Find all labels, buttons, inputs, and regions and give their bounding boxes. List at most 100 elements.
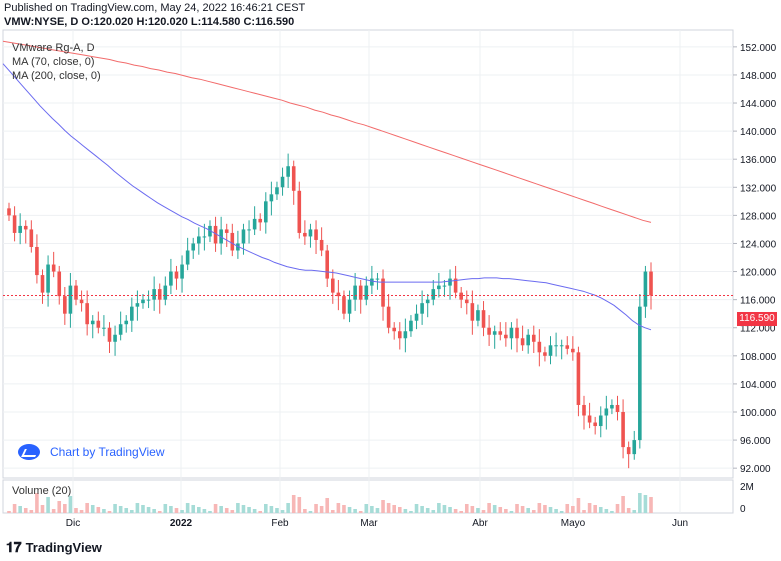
volume-bar xyxy=(269,506,274,513)
footer-brand[interactable]: 𝟏𝟕 TradingView xyxy=(6,539,102,556)
volume-bar xyxy=(291,495,296,513)
volume-bar xyxy=(358,511,363,513)
candle-body xyxy=(118,324,123,335)
volume-bar xyxy=(252,509,257,513)
x-tick-label: 2022 xyxy=(170,518,193,529)
volume-bar xyxy=(615,504,620,513)
candle-body xyxy=(57,271,62,297)
volume-bar xyxy=(191,505,196,513)
volume-bar xyxy=(68,496,73,513)
y-tick-label: 144.000 xyxy=(740,99,777,110)
volume-bar xyxy=(113,504,117,513)
candle-body xyxy=(135,303,140,307)
x-tick-label: Dic xyxy=(66,518,80,529)
volume-bar xyxy=(520,506,525,513)
volume-bar xyxy=(353,509,357,513)
volume-bar xyxy=(40,505,45,513)
candle-body xyxy=(102,327,106,329)
volume-bar xyxy=(604,509,609,513)
candle-body xyxy=(437,285,441,290)
candle-body xyxy=(174,271,179,279)
y-tick-label: 104.000 xyxy=(740,380,777,391)
candle-body xyxy=(598,415,603,427)
volume-bar xyxy=(130,510,134,513)
volume-bar xyxy=(325,498,330,513)
candle-body xyxy=(364,285,369,300)
volume-bar xyxy=(554,509,558,513)
candle-body xyxy=(40,275,45,293)
candle-body xyxy=(537,341,542,353)
candle-body xyxy=(643,271,648,307)
volume-bar xyxy=(481,510,486,513)
candle-body xyxy=(280,176,285,188)
volume-bar xyxy=(230,510,235,513)
x-tick-label: Mayo xyxy=(561,518,586,529)
candle-body xyxy=(291,166,296,191)
candle-body xyxy=(197,236,201,244)
candle-body xyxy=(191,243,196,251)
volume-bar xyxy=(364,504,369,513)
y-tick-label: 112.000 xyxy=(740,324,776,335)
candle-body xyxy=(409,320,413,332)
volume-bar xyxy=(12,504,17,513)
candle-body xyxy=(420,303,424,314)
volume-bar xyxy=(219,506,223,513)
candle-body xyxy=(336,292,341,297)
candle-body xyxy=(381,278,385,307)
chart-by-tradingview[interactable]: Chart by TradingView xyxy=(18,444,165,460)
candle-body xyxy=(202,236,207,238)
ma200-line xyxy=(2,40,652,223)
candle-body xyxy=(330,278,335,293)
y-tick-label: 148.000 xyxy=(740,71,777,82)
candle-body xyxy=(358,285,363,300)
volume-bar xyxy=(576,498,581,513)
volume-bar xyxy=(548,507,553,513)
candle-body xyxy=(526,334,530,346)
candle-body xyxy=(342,296,346,314)
volume-bar xyxy=(46,497,50,513)
volume-bar xyxy=(258,511,263,513)
x-tick-label: Feb xyxy=(271,518,289,529)
candle-body xyxy=(610,404,614,409)
ohlc-line: VMW:NYSE, D O:120.020 H:120.020 L:114.58… xyxy=(4,16,295,28)
y-tick-label: 140.000 xyxy=(740,127,777,138)
candle-body xyxy=(107,327,112,342)
candle-body xyxy=(264,201,268,223)
candle-body xyxy=(492,331,497,335)
candle-body xyxy=(582,404,586,416)
candle-body xyxy=(347,299,352,314)
candle-body xyxy=(504,334,508,339)
candle-body xyxy=(63,296,67,314)
volume-bar xyxy=(381,500,385,513)
candle-body xyxy=(180,264,184,279)
candle-body xyxy=(275,187,279,195)
candle-body xyxy=(169,271,173,286)
x-tick-label: Jun xyxy=(672,518,688,529)
volume-bar xyxy=(487,503,491,513)
volume-bar xyxy=(459,511,463,513)
volume-bar xyxy=(264,504,268,513)
volume-bar xyxy=(347,507,352,513)
candle-body xyxy=(397,331,402,339)
candle-body xyxy=(18,225,22,233)
y-tick-label: 108.000 xyxy=(740,352,777,363)
volume-bar xyxy=(180,510,184,513)
volume-tick-label: 2M xyxy=(740,482,754,493)
candle-body xyxy=(79,299,84,304)
candle-body xyxy=(448,278,452,286)
candle-body xyxy=(638,306,642,441)
candle-body xyxy=(565,345,570,349)
candle-body xyxy=(152,289,156,300)
x-tick-label: Abr xyxy=(472,518,488,529)
candle-body xyxy=(297,190,302,233)
volume-bar xyxy=(18,506,22,513)
candle-body xyxy=(35,246,39,276)
volume-bar xyxy=(531,510,536,513)
candle-body xyxy=(303,232,307,237)
volume-bar xyxy=(571,506,575,513)
candle-body xyxy=(325,250,330,279)
volume-bar xyxy=(409,511,413,513)
volume-bar xyxy=(498,507,503,513)
tradingview-logo-icon xyxy=(18,444,40,460)
